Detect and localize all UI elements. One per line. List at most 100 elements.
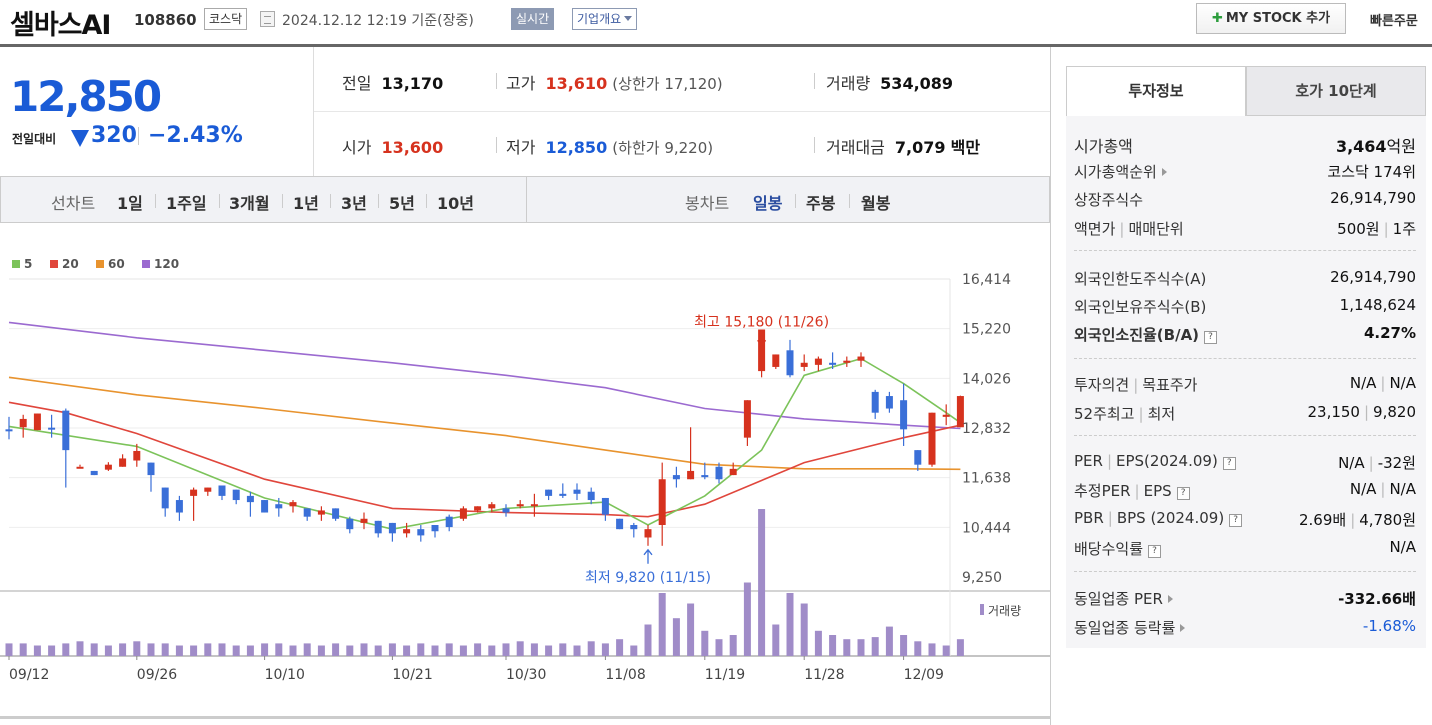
period-1d-button[interactable]: 1일 <box>117 194 143 213</box>
volume-bar <box>388 643 396 656</box>
period-5y-button[interactable]: 5년 <box>389 194 415 213</box>
candle-chart-title: 봉차트 <box>685 194 730 213</box>
foreign-ratio-labels: 외국인소진율(B/A)? <box>1074 324 1218 345</box>
help-icon[interactable]: ? <box>1222 457 1236 470</box>
help-icon[interactable]: ? <box>1176 487 1190 500</box>
low-label: 저가 <box>506 138 536 157</box>
volume-bar <box>743 582 751 656</box>
candle-monthly-button[interactable]: 월봉 <box>861 194 891 213</box>
candle-daily-button[interactable]: 일봉 <box>753 194 783 213</box>
period-10y-button[interactable]: 10년 <box>437 194 474 213</box>
tab-investment-info[interactable]: 투자정보 <box>1066 66 1246 116</box>
opinion-row: 투자의견 | 목표주가 N/A | N/A <box>1074 374 1416 398</box>
candle-body <box>814 358 822 365</box>
volume-bar <box>90 643 98 656</box>
prev-close-value: 13,170 <box>381 74 444 93</box>
quick-order-link[interactable]: 빠른주문 <box>1370 14 1418 29</box>
cap-rank-link[interactable]: 시가총액순위 <box>1074 161 1167 182</box>
divider <box>219 194 220 208</box>
candle-body <box>885 396 893 409</box>
volume-bar <box>601 643 609 656</box>
divider <box>138 127 139 145</box>
market-cap-unit: 억원 <box>1386 137 1416 156</box>
timestamp: 2024.12.12 12:19 기준(장중) <box>282 13 474 29</box>
industry-change-link[interactable]: 동일업종 등락률 <box>1074 617 1186 638</box>
candle-body <box>545 489 553 496</box>
period-3m-button[interactable]: 3개월 <box>229 194 270 213</box>
foreign-limit-value: 26,914,790 <box>1330 268 1416 286</box>
header-divider <box>0 44 1432 47</box>
candle-body <box>530 504 538 507</box>
period-3y-button[interactable]: 3년 <box>341 194 367 213</box>
volume-bar <box>332 643 340 656</box>
candle-body <box>672 475 680 480</box>
period-1w-button[interactable]: 1주일 <box>166 194 207 213</box>
candle-body <box>33 413 41 431</box>
divider <box>155 194 156 208</box>
company-overview-label: 기업개요 <box>577 12 622 26</box>
add-mystock-button[interactable]: ✚ MY STOCK 추가 <box>1196 3 1346 34</box>
est-per-labels: 추정PER | EPS? <box>1074 480 1190 501</box>
candle-body <box>573 489 581 494</box>
candle-weekly-button[interactable]: 주봉 <box>806 194 836 213</box>
unit-value: 1주 <box>1392 220 1416 238</box>
volume-bar <box>672 618 680 656</box>
divider <box>496 137 497 153</box>
candle-body <box>275 504 283 509</box>
industry-per-label: 동일업종 PER <box>1074 590 1163 608</box>
volume-bar <box>76 641 84 656</box>
volume-bar <box>800 603 808 656</box>
industry-change-value: -1.68% <box>1362 617 1416 635</box>
candle-body <box>843 360 851 363</box>
volume-bar <box>62 643 70 656</box>
company-overview-dropdown[interactable]: 기업개요 <box>572 8 638 30</box>
y-tick-label: 14,026 <box>962 371 1011 387</box>
candle-body <box>900 400 908 430</box>
help-icon[interactable]: ? <box>1204 331 1218 344</box>
volume-bar <box>431 645 439 656</box>
week52-row: 52주최고 | 최저 23,150 | 9,820 <box>1074 403 1416 427</box>
foreign-hold-label: 외국인보유주식수(B) <box>1074 298 1207 316</box>
volume-bar <box>616 639 624 656</box>
high-arrow-icon <box>757 332 767 347</box>
divider <box>426 194 427 208</box>
volume-bars <box>5 509 964 656</box>
foreign-ratio-value: 4.27% <box>1363 324 1416 342</box>
realtime-button[interactable]: 실시간 <box>511 8 555 30</box>
est-eps-value: N/A <box>1389 480 1416 498</box>
candle-body <box>119 458 127 467</box>
tab-order-book-10[interactable]: 호가 10단계 <box>1246 66 1426 116</box>
volume-bar <box>190 645 198 656</box>
legend-swatch <box>96 260 104 268</box>
ma60-line <box>8 376 961 471</box>
candle-body <box>928 412 936 465</box>
volume-bar <box>474 643 482 656</box>
divider <box>1074 435 1416 436</box>
low-price: 저가 12,850 (하한가 9,220) <box>506 134 713 158</box>
industry-per-row: 동일업종 PER -332.66배 <box>1074 588 1416 612</box>
volume-bar <box>715 639 723 656</box>
volume-bar <box>559 643 567 656</box>
x-tick-label: 12/09 <box>904 667 944 683</box>
candle-body <box>587 491 595 501</box>
candle-body <box>956 396 964 428</box>
prev-close-label: 전일 <box>342 74 372 93</box>
help-icon[interactable]: ? <box>1229 514 1243 527</box>
candle-body <box>772 354 780 367</box>
help-icon[interactable]: ? <box>1148 545 1162 558</box>
volume-bar <box>900 635 908 656</box>
bps-label: BPS (2024.09) <box>1116 509 1225 527</box>
change-percent: −2.43% <box>148 123 243 148</box>
period-1y-button[interactable]: 1년 <box>293 194 319 213</box>
unit-label: 매매단위 <box>1128 220 1184 238</box>
triangle-right-icon <box>1167 595 1173 603</box>
opinion-labels: 투자의견 | 목표주가 <box>1074 376 1198 394</box>
industry-per-link[interactable]: 동일업종 PER <box>1074 588 1173 609</box>
x-tick-label: 10/30 <box>506 667 546 683</box>
chart-grid <box>0 278 1050 660</box>
opinion-label: 투자의견 <box>1074 376 1130 394</box>
foreign-hold-row: 외국인보유주식수(B) 1,148,624 <box>1074 296 1416 320</box>
line-chart-title: 선차트 <box>51 194 96 213</box>
candle-body <box>687 470 695 480</box>
price-summary: 12,850 전일대비 320 −2.43% <box>0 47 314 176</box>
